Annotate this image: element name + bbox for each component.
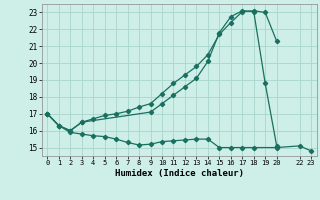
X-axis label: Humidex (Indice chaleur): Humidex (Indice chaleur) (115, 169, 244, 178)
